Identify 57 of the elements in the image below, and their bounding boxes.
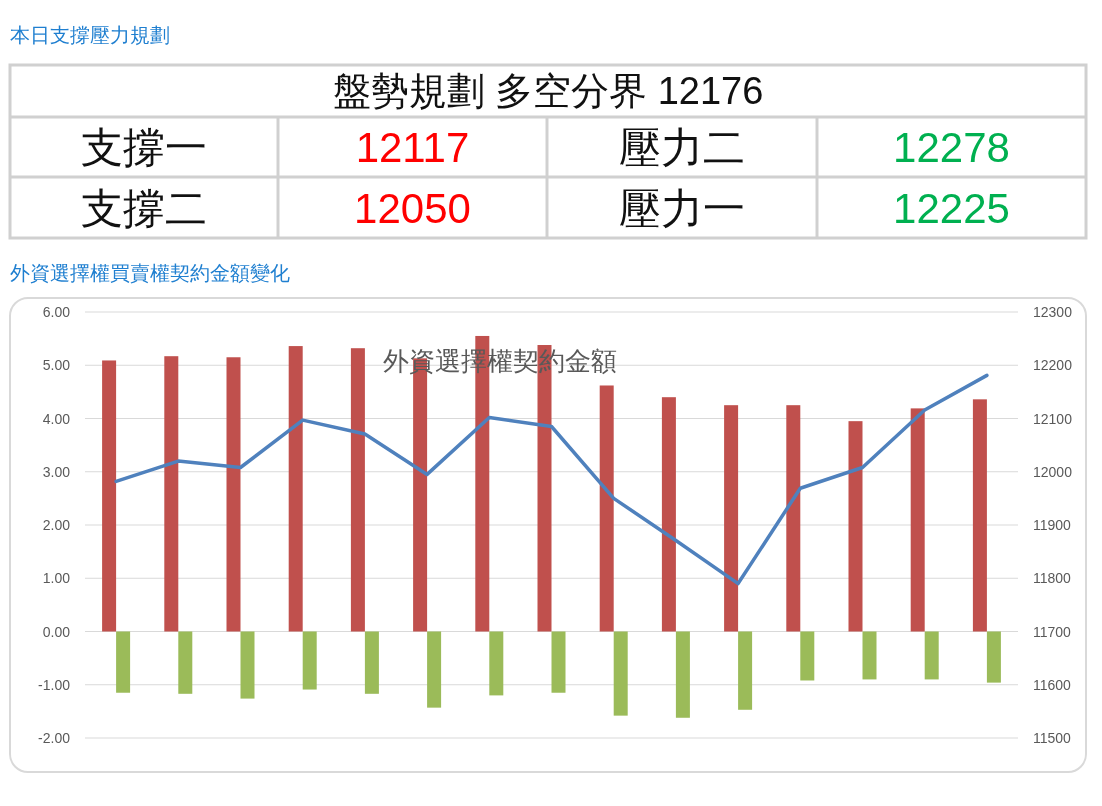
bar [661, 397, 676, 632]
y2-tick-label: 12000 [1033, 463, 1073, 480]
y2-tick-label: 11700 [1033, 623, 1072, 640]
text: 壓力二 [619, 124, 745, 171]
bar [427, 631, 442, 708]
y-tick-label: 0.00 [42, 623, 71, 640]
bar [240, 631, 255, 699]
bar [302, 631, 317, 690]
bar [489, 631, 504, 696]
y-tick-label: 3.00 [42, 463, 71, 480]
bar [288, 346, 303, 632]
bar [724, 405, 739, 632]
bar [910, 408, 925, 632]
bar [116, 631, 131, 693]
bar [613, 631, 628, 716]
text: 盤勢規劃 多空分界 12176 [332, 70, 764, 112]
bar [102, 360, 117, 632]
line-series [114, 373, 989, 586]
text: 12225 [893, 184, 1010, 232]
bar [226, 357, 241, 632]
y2-tick-label: 12100 [1033, 410, 1073, 427]
bar [164, 356, 179, 632]
bar [800, 631, 815, 681]
text: 本日支撐壓力規劃 [10, 24, 170, 46]
bar [786, 405, 801, 632]
text: 支撐一 [81, 124, 207, 171]
y-tick-label: -1.00 [38, 676, 71, 693]
text: 支撐二 [81, 184, 207, 232]
y2-tick-label: 11600 [1033, 676, 1072, 693]
text: 12278 [893, 124, 1010, 171]
bar [972, 399, 987, 632]
bar [848, 421, 863, 632]
text: 12117 [355, 124, 470, 171]
y-tick-label: 1.00 [42, 570, 71, 587]
y-tick-label: 6.00 [42, 304, 71, 320]
bar [738, 631, 753, 710]
y2-tick-label: 11900 [1033, 517, 1072, 533]
bar [551, 631, 566, 693]
text: 12050 [354, 184, 471, 232]
bar [986, 631, 1001, 683]
chart-title: 外資選擇權買賣權契約金額變化 [10, 262, 290, 284]
y2-tick-label: 12200 [1033, 357, 1073, 374]
y2-tick-label: 11500 [1033, 730, 1072, 746]
y-tick-label: -2.00 [38, 730, 71, 746]
bar [599, 385, 614, 632]
y-tick-label: 5.00 [42, 357, 71, 374]
y2-tick-label: 11800 [1033, 570, 1072, 587]
bar [924, 631, 939, 680]
bar [862, 631, 877, 680]
y-tick-label: 4.00 [42, 410, 71, 427]
bar [350, 348, 365, 632]
bar [675, 631, 690, 718]
y-tick-label: 2.00 [42, 517, 71, 533]
bar [178, 631, 193, 694]
text: 壓力一 [619, 184, 745, 232]
bar [364, 631, 379, 694]
y2-tick-label: 12300 [1033, 304, 1073, 320]
